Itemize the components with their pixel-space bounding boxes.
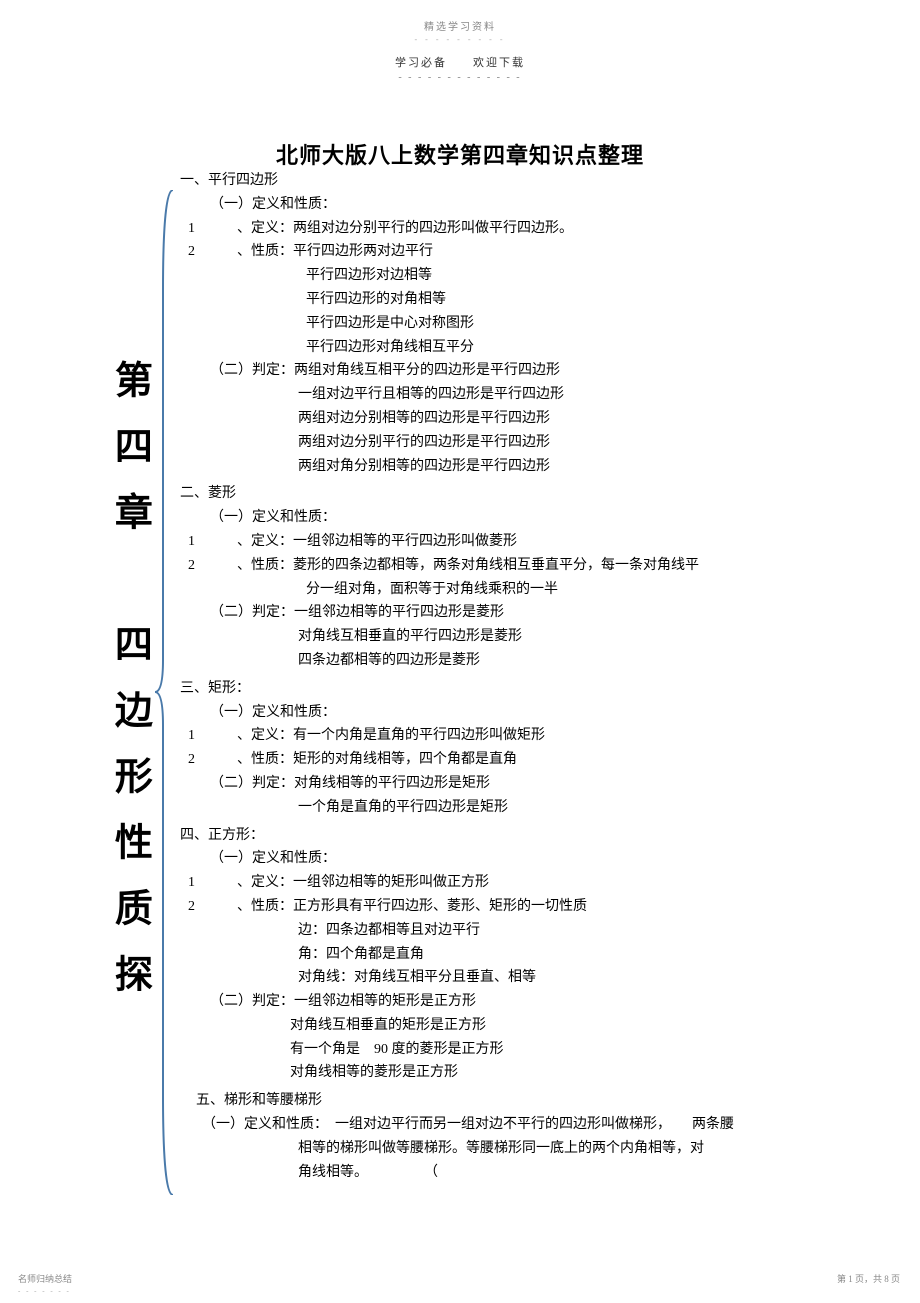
list-item: 1 、定义：一组邻边相等的平行四边形叫做菱形: [180, 530, 880, 554]
list-item: 2 、性质：平行四边形两对边平行: [180, 240, 880, 264]
text-line: 角线相等。 （: [180, 1161, 880, 1185]
list-item: 1 、定义：一组邻边相等的矩形叫做正方形: [180, 871, 880, 895]
sub-left: 学习必备: [395, 57, 447, 69]
subsection: （一）定义和性质：: [180, 847, 880, 871]
text-line: 平行四边形对边相等: [180, 264, 880, 288]
text-line: 对角线互相垂直的矩形是正方形: [180, 1014, 880, 1038]
subsection: （一）定义和性质： 一组对边平行而另一组对边不平行的四边形叫做梯形， 两条腰: [180, 1113, 880, 1137]
subsection: （一）定义和性质：: [180, 193, 880, 217]
footer-left: 名师归纳总结: [18, 1272, 72, 1285]
list-item: 2 、性质：正方形具有平行四边形、菱形、矩形的一切性质: [180, 895, 880, 919]
list-item: 1 、定义：有一个内角是直角的平行四边形叫做矩形: [180, 724, 880, 748]
subsection: （二）判定：一组邻边相等的平行四边形是菱形: [180, 601, 880, 625]
subsection: （一）定义和性质：: [180, 701, 880, 725]
footer-dots: - - - - - - -: [18, 1287, 71, 1295]
text-line: 角：四个角都是直角: [180, 943, 880, 967]
text-line: 平行四边形是中心对称图形: [180, 312, 880, 336]
subsection: （二）判定：一组邻边相等的矩形是正方形: [180, 990, 880, 1014]
text-line: 两组对边分别平行的四边形是平行四边形: [180, 431, 880, 455]
text-line: 边：四条边都相等且对边平行: [180, 919, 880, 943]
text-line: 对角线互相垂直的平行四边形是菱形: [180, 625, 880, 649]
subsection: （二）判定：两组对角线互相平分的四边形是平行四边形: [180, 359, 880, 383]
text-line: 相等的梯形叫做等腰梯形。等腰梯形同一底上的两个内角相等，对: [180, 1137, 880, 1161]
text-line: 两组对边分别相等的四边形是平行四边形: [180, 407, 880, 431]
section-heading: 一、平行四边形: [180, 169, 880, 193]
list-item: 1 、定义：两组对边分别平行的四边形叫做平行四边形。: [180, 217, 880, 241]
section-heading: 五、梯形和等腰梯形: [180, 1089, 880, 1113]
subsection: （一）定义和性质：: [180, 506, 880, 530]
text-line: 一个角是直角的平行四边形是矩形: [180, 796, 880, 820]
section-heading: 二、菱形: [180, 482, 880, 506]
text-line: 对角线：对角线互相平分且垂直、相等: [180, 966, 880, 990]
content-body: 一、平行四边形 （一）定义和性质： 1 、定义：两组对边分别平行的四边形叫做平行…: [180, 165, 880, 1184]
sub-right: 欢迎下载: [473, 57, 525, 69]
section-heading: 四、正方形：: [180, 824, 880, 848]
text-line: 一组对边平行且相等的四边形是平行四边形: [180, 383, 880, 407]
section-heading: 三、矩形：: [180, 677, 880, 701]
footer-right: 第 1 页，共 8 页: [837, 1272, 900, 1285]
top-dots: - - - - - - - - -: [0, 35, 920, 44]
brace-icon: [155, 190, 175, 1195]
text-line: 四条边都相等的四边形是菱形: [180, 649, 880, 673]
text-line: 平行四边形的对角相等: [180, 288, 880, 312]
text-line: 分一组对角，面积等于对角线乘积的一半: [180, 578, 880, 602]
subsection: （二）判定：对角线相等的平行四边形是矩形: [180, 772, 880, 796]
text-line: 有一个角是 90 度的菱形是正方形: [180, 1038, 880, 1062]
text-line: 平行四边形对角线相互平分: [180, 336, 880, 360]
dash-line: - - - - - - - - - - - - -: [0, 72, 920, 83]
text-line: 对角线相等的菱形是正方形: [180, 1061, 880, 1085]
list-item: 2 、性质：菱形的四条边都相等，两条对角线相互垂直平分，每一条对角线平: [180, 554, 880, 578]
sub-header: 学习必备 欢迎下载: [0, 54, 920, 70]
top-watermark: 精选学习资料: [0, 0, 920, 33]
text-line: 两组对角分别相等的四边形是平行四边形: [180, 455, 880, 479]
chapter-side-label: 第四章 四边形性质探: [95, 360, 163, 1020]
list-item: 2 、性质：矩形的对角线相等，四个角都是直角: [180, 748, 880, 772]
